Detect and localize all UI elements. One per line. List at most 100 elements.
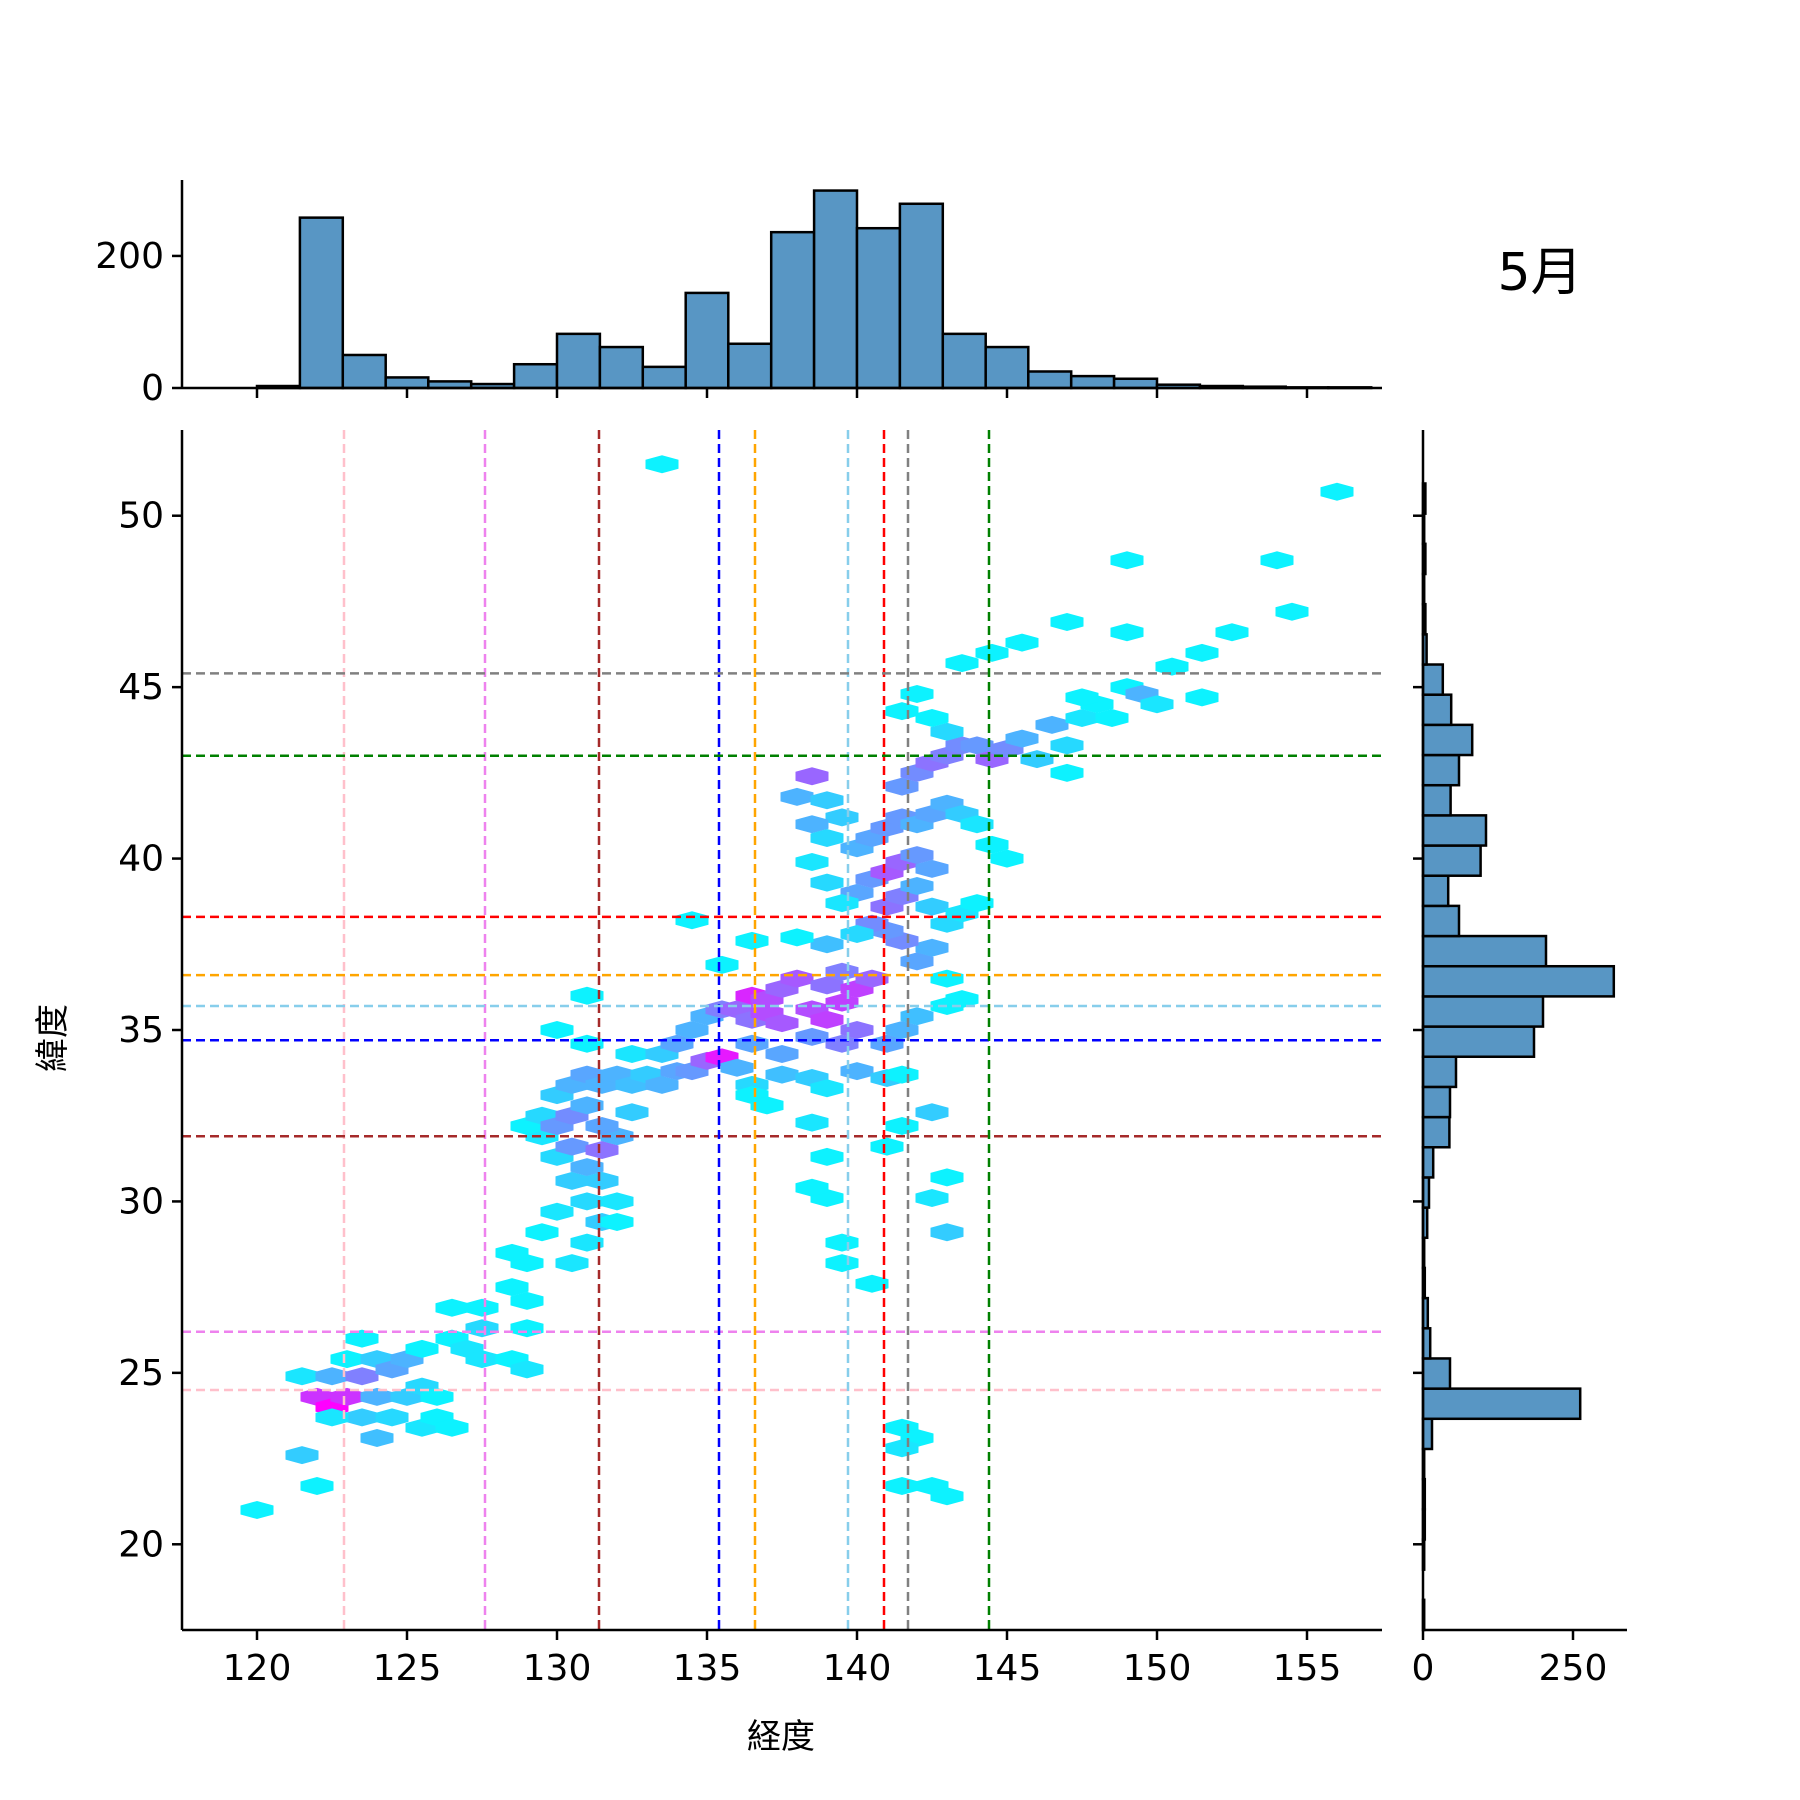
hexbin-cell <box>660 1034 694 1053</box>
x-tick-label: 130 <box>523 1648 592 1689</box>
right-hist-bar <box>1421 663 1445 696</box>
right-hist-bar <box>1421 1085 1452 1119</box>
y-tick-label: 45 <box>118 667 164 708</box>
right-hist-bar <box>1421 723 1474 757</box>
hexbin-cell <box>1065 709 1099 727</box>
hexbin-cell <box>720 1058 754 1077</box>
hexbin-cell <box>810 1079 844 1098</box>
y-tick-label: 30 <box>118 1181 164 1222</box>
hexbin-cell <box>585 1171 619 1190</box>
hexbin-cell <box>885 702 919 721</box>
hexbin-cell <box>330 1350 364 1369</box>
hexbin-cell <box>315 1408 349 1427</box>
hexbin-cell <box>300 1477 334 1495</box>
hexbin-cell <box>540 1021 574 1039</box>
y-tick-label: 35 <box>118 1010 164 1051</box>
hexbin-cell <box>930 1223 964 1242</box>
hexbin-cell <box>525 1223 559 1242</box>
hexbin-cell <box>555 1137 589 1156</box>
hexbin-cell <box>1065 688 1099 707</box>
hexbin-cell <box>855 1274 889 1293</box>
hexbin-cell <box>1020 750 1054 769</box>
hexbin-cell <box>540 1202 574 1221</box>
hexbin-cell <box>765 1045 799 1063</box>
hexbin-cell <box>795 853 829 871</box>
hexbin-cell <box>1110 551 1144 570</box>
hexbin-cell <box>615 1103 649 1122</box>
hexbin-cell <box>870 1137 904 1156</box>
top-hist-bar <box>941 332 987 390</box>
hexbin-cell <box>375 1408 409 1427</box>
top-hist-bar <box>598 345 645 390</box>
panel-label: 5月 <box>1497 243 1582 303</box>
hexbin-cell <box>945 990 979 1009</box>
top-y-tick-label: 0 <box>141 368 164 409</box>
x-tick-label: 135 <box>673 1648 742 1689</box>
top-hist-bar <box>1112 377 1159 390</box>
top-hist-bar <box>812 189 859 390</box>
y-tick-label: 25 <box>118 1353 164 1394</box>
hexbin-cell <box>285 1446 319 1465</box>
right-hist-bar <box>1421 964 1616 998</box>
hexbin-cell <box>1005 633 1039 652</box>
hexbin-cell <box>885 1477 919 1495</box>
hexbin-cell <box>1185 643 1219 662</box>
hexbin-cell <box>570 1233 604 1252</box>
top-hist-bar <box>1027 370 1073 390</box>
hexbin-cell <box>780 787 814 806</box>
right-hist-bar <box>1421 1055 1458 1089</box>
hexbin-cell <box>855 969 889 988</box>
hexbin-cell <box>930 1487 964 1506</box>
hexbin-cell <box>915 859 949 878</box>
hexbin-cell <box>360 1429 394 1447</box>
hexbin-cell <box>960 894 994 913</box>
hexbin-cell <box>915 938 949 957</box>
x-tick-label: 145 <box>973 1648 1042 1689</box>
hexbin-cell <box>765 1014 799 1033</box>
hexbin-cell <box>360 1387 394 1406</box>
hexbin-cell <box>915 897 949 916</box>
x-tick-label: 140 <box>823 1648 892 1689</box>
hexbin-cell <box>465 1298 499 1317</box>
right-hist-bar <box>1421 1357 1452 1390</box>
right-hist-bar <box>1421 1146 1435 1179</box>
right-hist-bar <box>1421 1387 1582 1421</box>
hexbin-cell <box>1260 551 1294 570</box>
right-hist-bar <box>1421 904 1461 938</box>
top-hist-bar <box>727 342 773 390</box>
hexbin-cell <box>825 1254 859 1273</box>
hexbin-cell <box>780 928 814 947</box>
hexbin-cell <box>585 1117 619 1135</box>
hexbin-cell <box>510 1319 544 1338</box>
hexbin-cell <box>885 1065 919 1084</box>
right-hist-bar <box>1421 1025 1536 1058</box>
hexbin-cell <box>795 1178 829 1197</box>
hexbin-cell <box>1155 657 1189 676</box>
hexbin-cell <box>495 1278 529 1297</box>
hexbin-cell <box>240 1501 274 1519</box>
hexbin-cell <box>510 1360 544 1379</box>
hexbin-cell <box>885 1021 919 1039</box>
hexbin-cell <box>645 1075 679 1094</box>
hexbin-cell <box>750 1096 784 1115</box>
y-tick-label: 20 <box>118 1524 164 1565</box>
right-hist-bar <box>1421 693 1453 727</box>
top-hist-bar <box>384 376 430 390</box>
top-hist-bar <box>555 332 602 390</box>
hexbin-cell <box>930 1168 964 1187</box>
hexbin-cell <box>885 1439 919 1458</box>
right-x-tick-label: 250 <box>1539 1648 1608 1689</box>
hexbin-cell <box>975 835 1009 854</box>
hexbin-cell <box>570 1158 604 1177</box>
hexbin-cell <box>765 1065 799 1084</box>
right-hist-bar <box>1421 934 1548 968</box>
hexbin-cell <box>435 1418 469 1437</box>
hexbin-cell <box>1110 623 1144 642</box>
hexbin-cell <box>1050 613 1084 631</box>
hexbin-cell <box>675 1021 709 1039</box>
hexbin-cell <box>570 1192 604 1211</box>
hexbin-cell <box>735 931 769 950</box>
hexbin-cell <box>1275 602 1309 621</box>
top-hist-bar <box>684 291 730 390</box>
